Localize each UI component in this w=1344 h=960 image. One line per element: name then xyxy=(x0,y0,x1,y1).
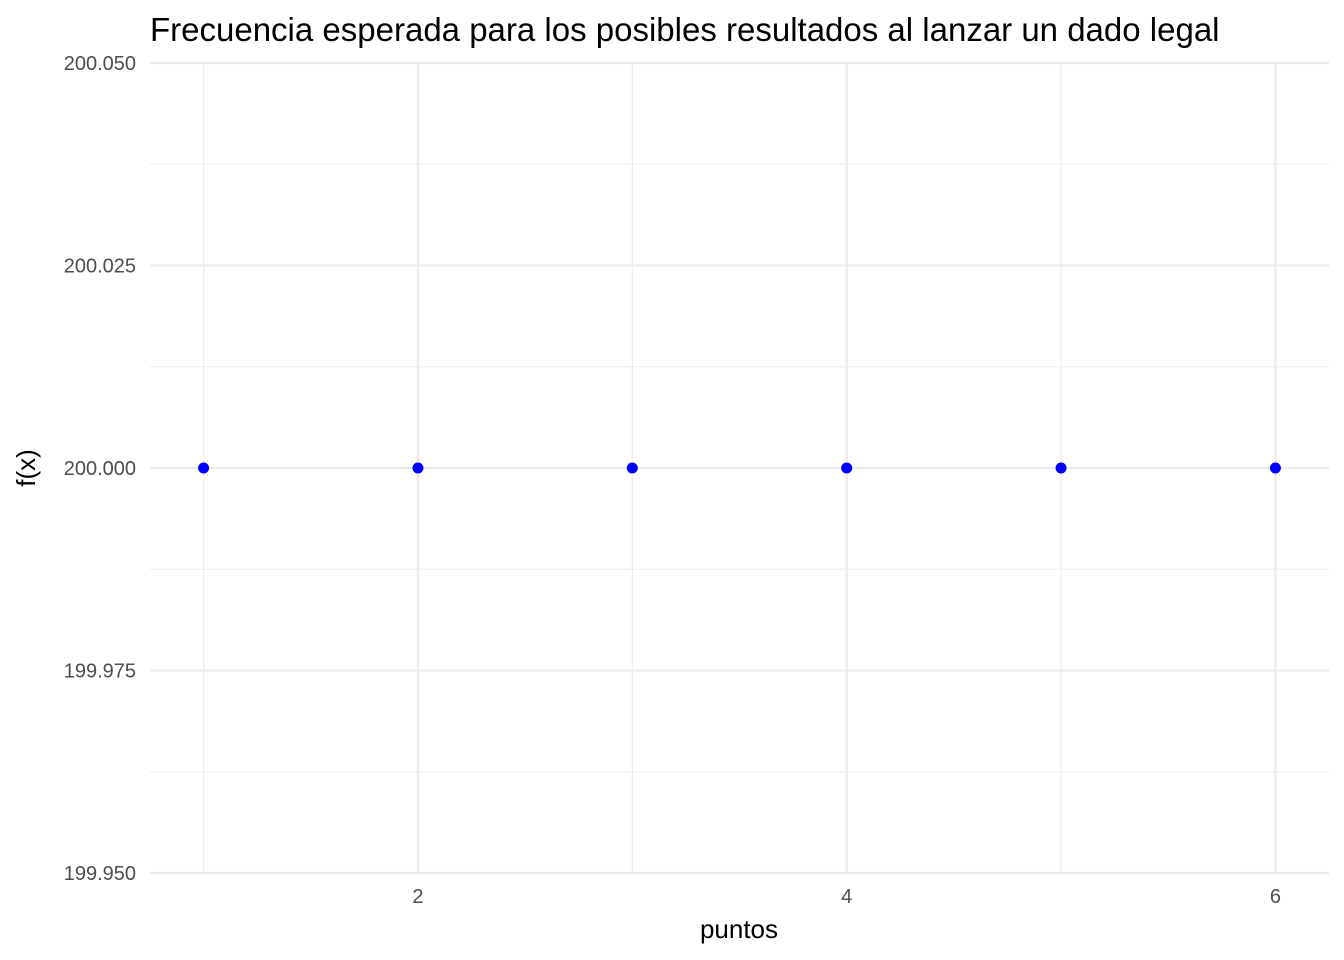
x-tick-label: 2 xyxy=(412,886,423,908)
y-tick-label: 200.025 xyxy=(64,256,136,278)
y-tick-label: 199.975 xyxy=(64,661,136,683)
major-gridlines xyxy=(150,61,1329,875)
y-tick-label: 200.050 xyxy=(64,53,136,75)
x-tick-label: 4 xyxy=(841,886,852,908)
y-axis-tick-labels: 199.950 199.975 200.000 200.025 200.050 xyxy=(64,53,136,885)
x-axis-tick-labels: 2 4 6 xyxy=(412,886,1281,908)
data-point xyxy=(412,462,424,474)
data-point xyxy=(1055,462,1067,474)
x-tick-label: 6 xyxy=(1270,886,1281,908)
y-axis-label: f(x) xyxy=(11,449,41,487)
data-points xyxy=(198,462,1281,474)
data-point xyxy=(198,462,210,474)
chart-title: Frecuencia esperada para los posibles re… xyxy=(150,11,1220,48)
data-point xyxy=(841,462,853,474)
data-point xyxy=(1269,462,1281,474)
y-tick-label: 199.950 xyxy=(64,863,136,885)
y-tick-label: 200.000 xyxy=(64,458,136,480)
data-point xyxy=(626,462,638,474)
minor-gridlines xyxy=(150,63,1329,873)
x-axis-label: puntos xyxy=(700,914,778,944)
